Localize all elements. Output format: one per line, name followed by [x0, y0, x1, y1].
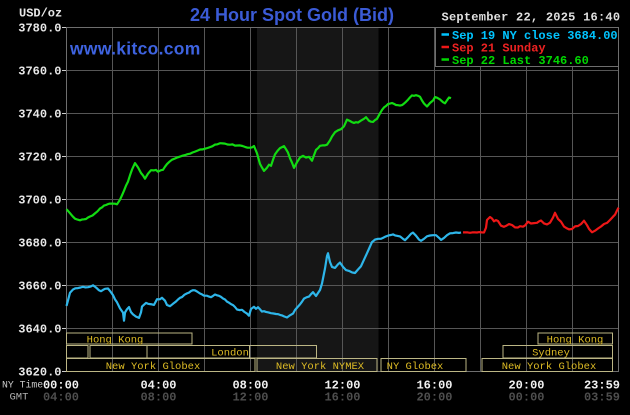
svg-text:New York Globex: New York Globex: [106, 361, 201, 373]
svg-text:3640.0: 3640.0: [18, 323, 61, 337]
svg-text:September 22, 2025 16:40: September 22, 2025 16:40: [442, 11, 621, 25]
svg-text:3760.0: 3760.0: [18, 65, 61, 79]
svg-text:New York NYMEX: New York NYMEX: [276, 361, 365, 373]
svg-text:Hong Kong: Hong Kong: [87, 334, 144, 346]
svg-text:NY Globex: NY Globex: [387, 361, 444, 373]
svg-text:www.kitco.com: www.kitco.com: [69, 39, 201, 59]
svg-text:08:00: 08:00: [232, 378, 268, 392]
svg-text:London: London: [211, 348, 249, 360]
svg-text:00:00: 00:00: [508, 390, 544, 404]
svg-text:08:00: 08:00: [140, 390, 176, 404]
svg-text:00:00: 00:00: [43, 378, 79, 392]
svg-text:16:00: 16:00: [416, 378, 452, 392]
svg-text:Hong Kong: Hong Kong: [547, 334, 604, 346]
svg-text:Sep 21 Sunday: Sep 21 Sunday: [452, 41, 546, 55]
svg-text:3740.0: 3740.0: [18, 108, 61, 122]
svg-text:USD/oz: USD/oz: [19, 7, 62, 21]
svg-text:20:00: 20:00: [416, 390, 452, 404]
svg-text:Sep 22 Last 3746.60: Sep 22 Last 3746.60: [452, 54, 589, 68]
svg-text:3660.0: 3660.0: [18, 280, 61, 294]
svg-text:3780.0: 3780.0: [18, 22, 61, 36]
svg-text:3620.0: 3620.0: [18, 366, 61, 380]
svg-text:03:59: 03:59: [584, 390, 620, 404]
svg-text:3700.0: 3700.0: [18, 194, 61, 208]
svg-text:04:00: 04:00: [140, 378, 176, 392]
svg-text:New York Globex: New York Globex: [502, 361, 597, 373]
svg-text:12:00: 12:00: [324, 378, 360, 392]
svg-text:20:00: 20:00: [508, 378, 544, 392]
svg-text:12:00: 12:00: [232, 390, 268, 404]
svg-text:GMT: GMT: [10, 392, 29, 404]
svg-text:16:00: 16:00: [324, 390, 360, 404]
svg-text:23:59: 23:59: [584, 378, 620, 392]
svg-text:Sep 19 NY close 3684.00: Sep 19 NY close 3684.00: [452, 29, 618, 43]
svg-text:04:00: 04:00: [43, 390, 79, 404]
svg-text:NY Time: NY Time: [2, 379, 43, 390]
svg-text:24 Hour Spot Gold (Bid): 24 Hour Spot Gold (Bid): [190, 5, 394, 25]
svg-text:3720.0: 3720.0: [18, 151, 61, 165]
svg-text:Sydney: Sydney: [532, 348, 570, 360]
svg-text:3680.0: 3680.0: [18, 237, 61, 251]
